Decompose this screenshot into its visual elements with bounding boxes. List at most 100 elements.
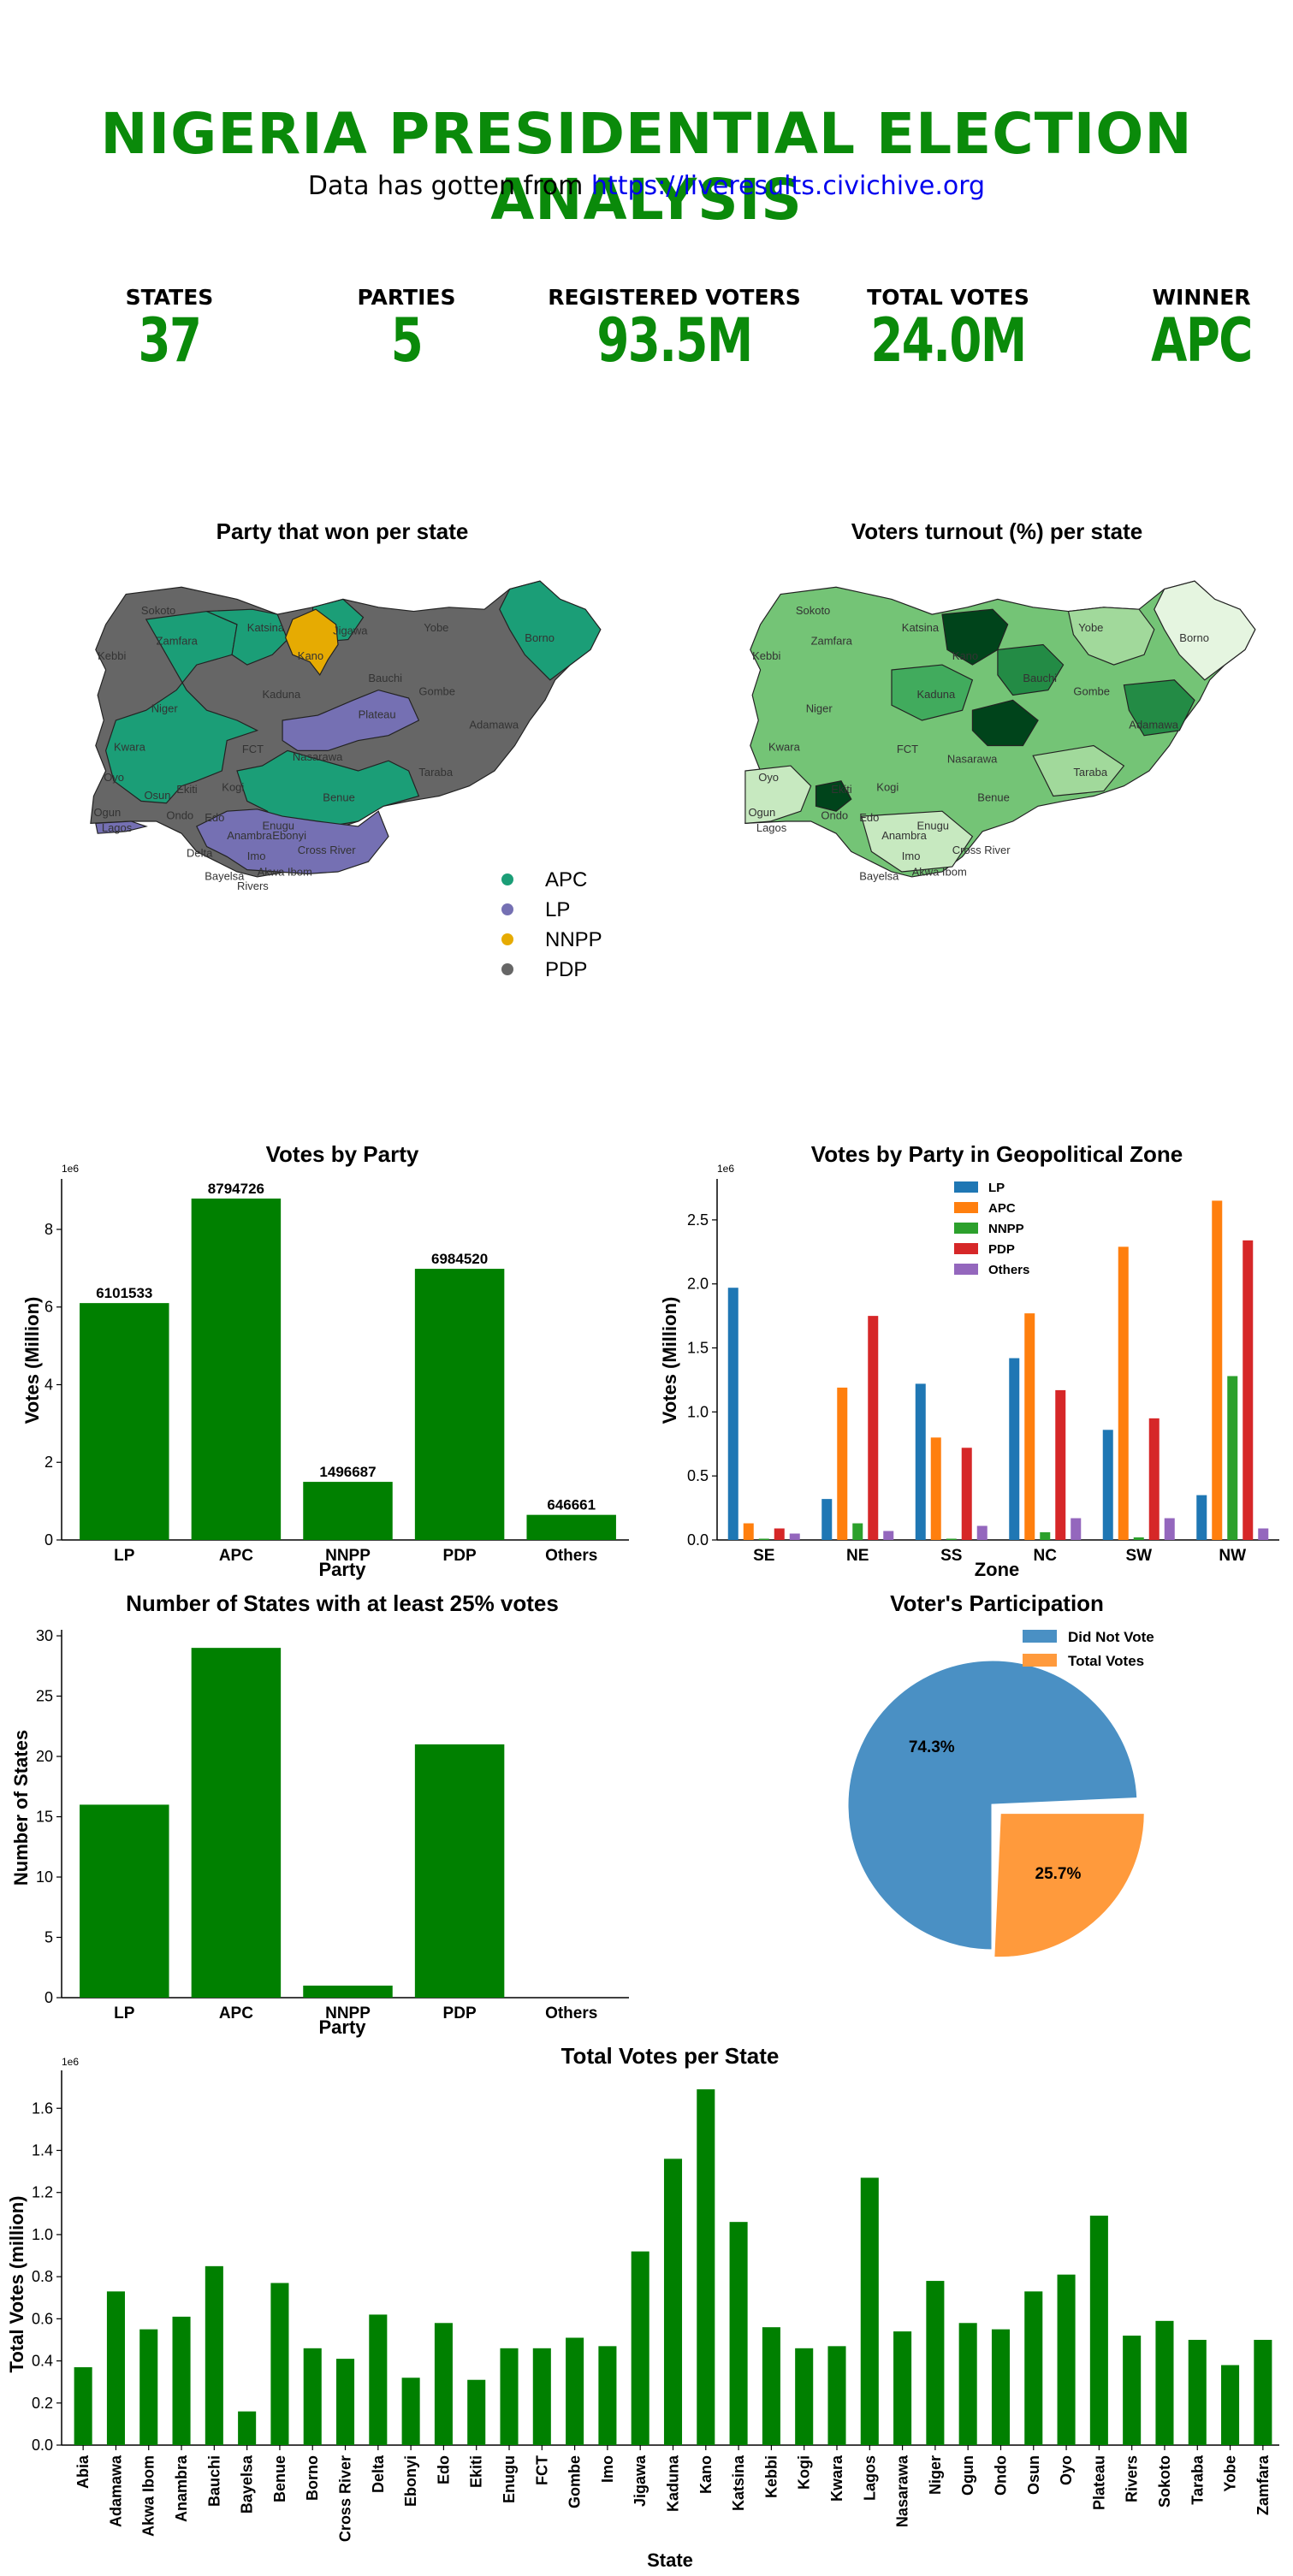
chart1-ytick-label: 6 [44, 1299, 53, 1316]
chart2-xtick-label: SE [753, 1547, 774, 1565]
chart5-bar-enugu [500, 2348, 519, 2445]
pie-value-label: 25.7% [1035, 1865, 1082, 1883]
pie-slice-did-not-vote [845, 1658, 1140, 1952]
chart1-data-label: 6984520 [431, 1251, 488, 1267]
chart5-xtick-label: Kebbi [762, 2455, 780, 2498]
chart5-xtick-label: Benue [271, 2455, 288, 2502]
map-label-taraba: Taraba [418, 766, 453, 779]
kpi-parties-label: PARTIES [357, 285, 456, 310]
chart5-bar-oyo [1057, 2274, 1076, 2445]
region-turnout-yobe [1067, 607, 1155, 666]
chart3-bar-pdp [414, 1744, 505, 1998]
region-lp-central [282, 689, 420, 751]
region-lp-lagos [95, 820, 148, 834]
chart2-legend-label-apc: APC [988, 1201, 1016, 1216]
kpi-winner-label: WINNER [1152, 285, 1251, 310]
map-label-delta: Delta [187, 846, 213, 859]
voter-participation-chart: Voter's Participation 74.3% 25.7% Did Not … [845, 1590, 1154, 1960]
region-turnout-bauchi [997, 643, 1065, 696]
map-label-kogi: Kogi [222, 781, 244, 794]
chart1-xtick-label: Others [545, 1547, 597, 1565]
winner-map: Sokoto Zamfara Katsina Kano Jigawa Yobe … [90, 580, 602, 892]
chart5-xtick-label: Edo [435, 2455, 452, 2484]
chart1-bar-apc [191, 1198, 282, 1540]
chart5-xtick-label: Katsina [730, 2455, 747, 2511]
chart5-bar-kano [697, 2089, 715, 2445]
region-apc-northwest [206, 608, 288, 666]
chart5-ylabel: Total Votes (million) [6, 2196, 27, 2373]
map-label-fct: FCT [242, 743, 264, 755]
map-label-kwara: Kwara [114, 740, 146, 753]
turnout-label-akwa-ibom: Akwa Ibom [912, 866, 967, 879]
region-apc-borno [499, 580, 602, 681]
region-turnout-kaduna [891, 664, 974, 721]
chart3-bar-lp [80, 1804, 169, 1998]
chart1-data-label: 6101533 [96, 1285, 152, 1301]
chart5-xtick-label: Ebonyi [402, 2455, 419, 2507]
kpi-winner: WINNER APC [1073, 285, 1293, 371]
chart1-bar-others [526, 1514, 616, 1540]
turnout-label-bayelsa: Bayelsa [859, 869, 899, 882]
chart2-bar-apc-sw [1118, 1247, 1129, 1540]
chart3-bar-nnpp [303, 1985, 393, 1998]
map-label-zamfara: Zamfara [157, 635, 199, 648]
chart5-bar-yobe [1221, 2365, 1240, 2445]
chart2-xtick-label: SW [1125, 1547, 1152, 1565]
turnout-label-kano: Kano [952, 649, 978, 662]
chart2-bar-others-ss [976, 1525, 988, 1540]
map-label-edo: Edo [205, 811, 224, 824]
chart5-xtick-label: Adamawa [107, 2455, 124, 2527]
legend-nnpp-marker [501, 933, 513, 945]
chart2-legend-label-nnpp: NNPP [988, 1222, 1024, 1236]
chart2-bar-lp-sw [1102, 1430, 1113, 1540]
chart5-xtick-label: Akwa Ibom [140, 2455, 157, 2537]
chart5-bar-lagos [860, 2177, 879, 2445]
chart5-ytick-label: 1.2 [32, 2184, 53, 2201]
states-25pct-chart: Number of States with at least 25% votes… [10, 1590, 629, 2038]
chart3-bar-apc [191, 1648, 282, 1998]
chart5-xtick-label: Abia [74, 2455, 92, 2489]
map-label-ondo: Ondo [166, 809, 193, 822]
map-label-cross-river: Cross River [298, 844, 356, 856]
map-label-ekiti: Ekiti [176, 783, 198, 796]
pie-legend-label-total-votes: Total Votes [1068, 1653, 1144, 1669]
chart5-bar-ondo [991, 2329, 1011, 2445]
chart3-ytick-label: 5 [44, 1929, 53, 1946]
turnout-label-zamfara: Zamfara [811, 635, 853, 648]
chart5-bar-zamfara [1254, 2339, 1272, 2445]
turnout-label-kaduna: Kaduna [917, 688, 957, 701]
legend-lp-label: LP [545, 898, 570, 921]
chart5-bar-edo [434, 2323, 453, 2445]
chart5-xtick-label: Kogi [796, 2455, 813, 2490]
turnout-label-katsina: Katsina [902, 621, 940, 634]
chart2-bar-others-se [789, 1533, 800, 1540]
map-label-osun: Osun [144, 789, 170, 802]
map-label-plateau: Plateau [359, 708, 396, 721]
chart2-ytick-label: 0.0 [687, 1531, 709, 1549]
chart2-bar-others-nw [1258, 1528, 1269, 1540]
chart5-bar-kebbi [762, 2327, 780, 2445]
kpi-registered-value: 93.5M [596, 305, 753, 376]
chart5-ytick-label: 1.4 [32, 2142, 53, 2159]
map-label-sokoto: Sokoto [141, 604, 175, 617]
chart2-bar-nnpp-ne [852, 1523, 863, 1540]
chart1-xtick-label: LP [114, 1547, 135, 1565]
region-turnout-plateau [971, 699, 1039, 747]
chart2-bar-pdp-sw [1148, 1418, 1160, 1540]
chart1-ytick-label: 8 [44, 1221, 53, 1238]
chart5-xtick-label: Anambra [173, 2455, 190, 2522]
chart3-ytick-label: 15 [36, 1809, 53, 1826]
chart5-xtick-label: Cross River [337, 2455, 354, 2542]
turnout-label-oyo: Oyo [758, 771, 779, 784]
chart5-xtick-label: Plateau [1090, 2455, 1107, 2510]
source-link[interactable]: https://liveresults.civichive.org [590, 171, 986, 201]
map-turnout-title: Voters turnout (%) per state [851, 518, 1142, 544]
chart1-data-label: 8794726 [208, 1181, 264, 1197]
chart3-ytick-label: 20 [36, 1748, 53, 1765]
chart2-bar-apc-nc [1024, 1313, 1035, 1540]
chart5-bar-adamawa [106, 2291, 125, 2445]
chart1-ytick-label: 2 [44, 1454, 53, 1471]
chart5-xtick-label: Enugu [501, 2455, 518, 2503]
chart3-ytick-label: 0 [44, 1989, 53, 2006]
chart5-bar-osun [1024, 2291, 1043, 2445]
